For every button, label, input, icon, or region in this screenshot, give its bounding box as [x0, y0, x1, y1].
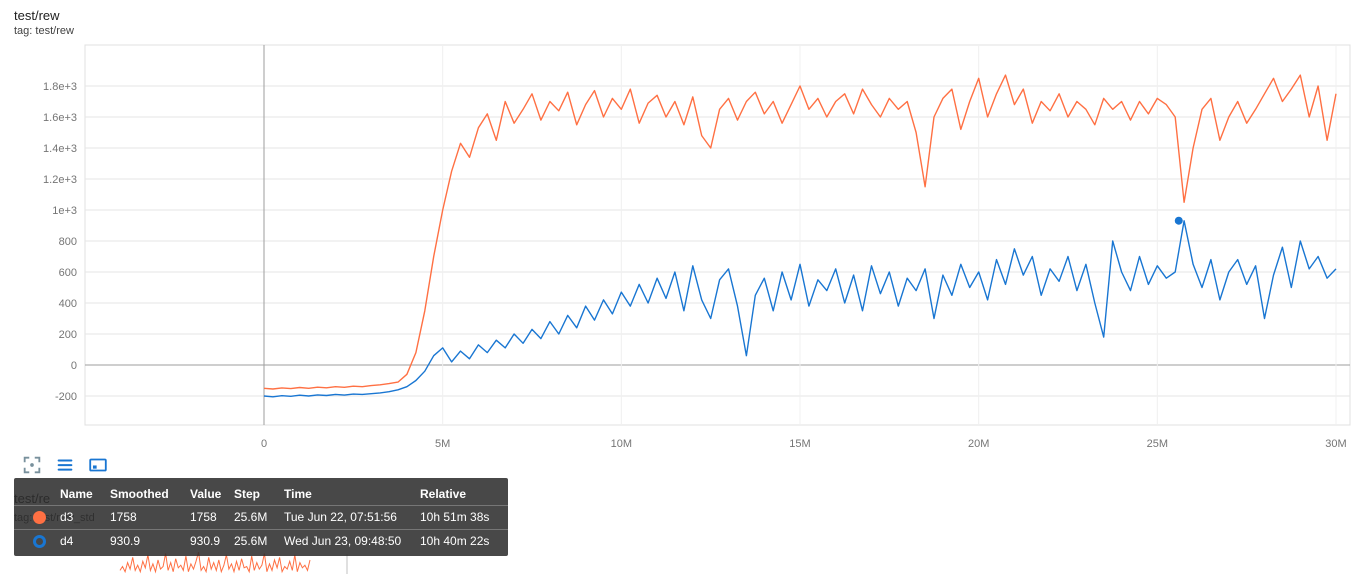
tooltip-smoothed-value: 1758 [110, 506, 190, 530]
expand-chart-button[interactable] [20, 453, 44, 477]
y-tick-label: 1.8e+3 [43, 81, 77, 93]
tooltip: Name Smoothed Value Step Time Relative d3 1758 1… [14, 478, 508, 556]
y-tick-label: 1.4e+3 [43, 143, 77, 155]
std-series-line [119, 552, 311, 574]
y-tick-label: 800 [59, 236, 77, 248]
fit-domain-button[interactable] [86, 453, 110, 477]
scalar-chart[interactable]: 1.8e+3 1.6e+3 1.4e+3 1.2e+3 1e+3 800 600 400 200… [0, 0, 1358, 455]
y-tick-label: -200 [55, 391, 77, 403]
tooltip-header-swatch-cell [14, 483, 60, 506]
tooltip-relative-time: 10h 51m 38s [420, 506, 508, 530]
menu-lines-icon [57, 459, 73, 471]
tooltip-header-cell: Relative [420, 483, 508, 506]
tooltip-header-cell: Value [190, 483, 234, 506]
x-tick-label: 5M [435, 438, 450, 450]
tooltip-run-name: d4 [60, 534, 74, 548]
tooltip-value: 930.9 [190, 534, 221, 548]
series-line-d3 [263, 74, 1337, 390]
chart-tag: tag: test/rew [14, 25, 74, 37]
tooltip-row-swatch-cell [14, 530, 60, 553]
x-tick-label: 20M [968, 438, 989, 450]
run-color-swatch [33, 535, 46, 549]
tooltip-header-cell: Time [284, 483, 420, 506]
chart-toolbar [20, 453, 110, 477]
tooltip-time: Wed Jun 23, 09:48:50 [284, 534, 402, 548]
y-tick-label: 1.2e+3 [43, 174, 77, 186]
fit-domain-icon [89, 458, 107, 472]
tooltip-header-cell: Step [234, 483, 284, 506]
x-tick-label: 15M [789, 438, 810, 450]
x-tick-label: 25M [1147, 438, 1168, 450]
cursor-marker [1174, 216, 1183, 225]
chart-title-block: test/rew tag: test/rew [14, 8, 74, 37]
series-line-d4 [263, 220, 1337, 398]
chart-title: test/rew [14, 8, 60, 23]
tooltip-step: 25.6M [234, 506, 284, 530]
expand-icon [23, 456, 41, 474]
y-tick-label: 1e+3 [52, 205, 77, 217]
tooltip-header-cell: Name [60, 483, 110, 506]
tooltip-header-cell: Smoothed [110, 483, 190, 506]
tooltip-table: Name Smoothed Value Step Time Relative d3 1758 1… [14, 478, 508, 553]
tooltip-smoothed-value: 930.9 [110, 534, 141, 548]
y-tick-label: 200 [59, 329, 77, 341]
y-tick-label: 600 [59, 267, 77, 279]
y-tick-label: 0 [71, 360, 77, 372]
x-tick-label: 0 [261, 438, 267, 450]
tooltip-time: Tue Jun 22, 07:51:56 [284, 506, 420, 530]
y-tick-label: 400 [59, 298, 77, 310]
tooltip-relative-time: 10h 40m 22s [420, 534, 490, 548]
tooltip-value: 1758 [190, 506, 234, 530]
plot-border [84, 44, 1351, 426]
y-tick-label: 1.6e+3 [43, 112, 77, 124]
tooltip-run-name: d3 [60, 506, 110, 530]
tooltip-step: 25.6M [234, 534, 268, 548]
x-tick-label: 30M [1325, 438, 1346, 450]
std-chart[interactable] [85, 550, 415, 574]
tooltip-row-swatch-cell [14, 506, 60, 530]
run-color-swatch [33, 511, 46, 525]
x-tick-label: 10M [611, 438, 632, 450]
menu-lines-button[interactable] [53, 453, 77, 477]
